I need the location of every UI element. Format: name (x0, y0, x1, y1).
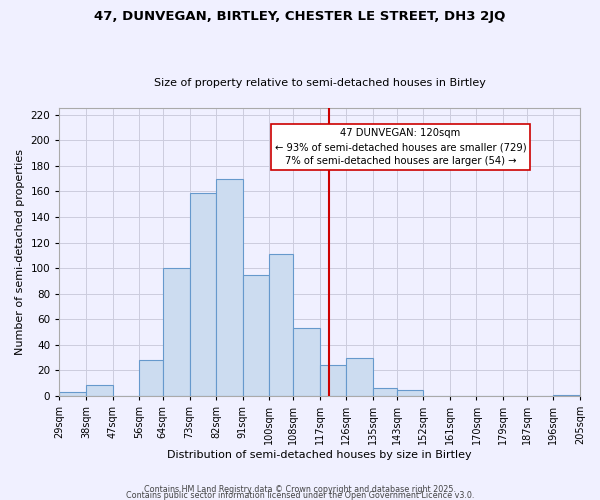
Bar (553, 395, 580, 396)
Bar (190, 192, 216, 396)
Bar (86, 384, 113, 396)
Bar (293, 328, 320, 396)
Bar (346, 358, 373, 396)
Text: 47 DUNVEGAN: 120sqm
← 93% of semi-detached houses are smaller (729)
7% of semi-d: 47 DUNVEGAN: 120sqm ← 93% of semi-detach… (275, 128, 526, 166)
Text: Contains HM Land Registry data © Crown copyright and database right 2025.: Contains HM Land Registry data © Crown c… (144, 484, 456, 494)
Bar (139, 360, 163, 396)
Title: Size of property relative to semi-detached houses in Birtley: Size of property relative to semi-detach… (154, 78, 485, 88)
Y-axis label: Number of semi-detached properties: Number of semi-detached properties (15, 149, 25, 355)
Bar (243, 274, 269, 396)
Text: 47, DUNVEGAN, BIRTLEY, CHESTER LE STREET, DH3 2JQ: 47, DUNVEGAN, BIRTLEY, CHESTER LE STREET… (94, 10, 506, 23)
Bar (59, 392, 86, 396)
Bar (373, 388, 397, 396)
Bar (269, 254, 293, 396)
Bar (397, 390, 423, 396)
Bar (216, 178, 243, 396)
X-axis label: Distribution of semi-detached houses by size in Birtley: Distribution of semi-detached houses by … (167, 450, 472, 460)
Text: Contains public sector information licensed under the Open Government Licence v3: Contains public sector information licen… (126, 490, 474, 500)
Bar (320, 366, 346, 396)
Bar (163, 268, 190, 396)
